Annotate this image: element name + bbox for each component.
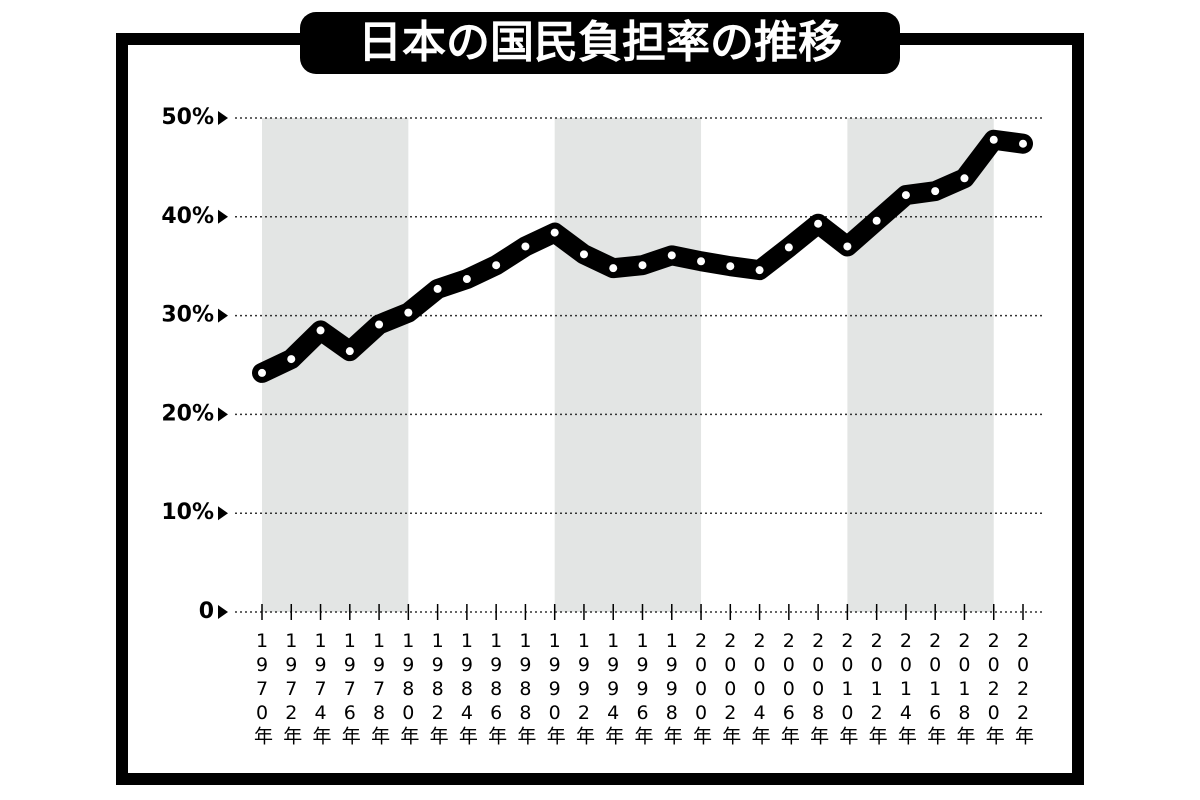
point (784, 243, 793, 252)
point (492, 261, 501, 270)
point (872, 216, 881, 225)
x-tick-label: 1972年 (280, 630, 302, 747)
point (404, 308, 413, 317)
point (550, 228, 559, 237)
point (931, 187, 940, 196)
x-tick-label: 2006年 (778, 630, 800, 747)
chart-title: 日本の国民負担率の推移 (358, 17, 842, 68)
point (726, 262, 735, 271)
y-tick-label: 40% (161, 204, 214, 229)
x-tick-label: 1970年 (251, 630, 273, 747)
y-tick-arrow (218, 111, 228, 125)
x-tick-label: 2022年 (1012, 630, 1034, 747)
point (287, 355, 296, 364)
x-tick-label: 2002年 (719, 630, 741, 747)
point (258, 368, 266, 377)
x-tick-label: 1996年 (632, 630, 654, 747)
x-tick-label: 1988年 (514, 630, 536, 747)
point (638, 261, 647, 270)
x-tick-label: 2014年 (895, 630, 917, 747)
y-tick-label: 50% (161, 105, 214, 130)
x-tick-label: 1982年 (427, 630, 449, 747)
point (697, 257, 706, 266)
point (345, 347, 354, 356)
x-tick-label: 1994年 (602, 630, 624, 747)
x-tick-label: 1986年 (485, 630, 507, 747)
x-tick-label: 2010年 (836, 630, 858, 747)
point (814, 219, 823, 228)
x-tick-label: 2016年 (924, 630, 946, 747)
x-tick-label: 1998年 (661, 630, 683, 747)
point (521, 242, 530, 251)
point (433, 284, 442, 293)
y-tick-label: 20% (161, 401, 214, 426)
x-tick-label: 2012年 (866, 630, 888, 747)
point (667, 251, 676, 260)
point (316, 326, 325, 335)
point (960, 174, 969, 183)
point (901, 191, 910, 200)
title-box (300, 12, 900, 74)
point (462, 275, 471, 284)
x-tick-label: 2018年 (953, 630, 975, 747)
y-tick-arrow (218, 308, 228, 323)
y-tick-label: 30% (161, 303, 214, 328)
point (609, 264, 618, 273)
x-tick-label: 1976年 (339, 630, 361, 747)
band (554, 118, 702, 612)
x-tick-label: 1978年 (368, 630, 390, 747)
point (989, 135, 998, 144)
bands (262, 118, 994, 612)
y-tick-arrow (218, 209, 228, 224)
y-tick-arrow (218, 407, 228, 422)
y-tick-arrow (218, 506, 228, 521)
x-tick-label: 2008年 (807, 630, 829, 747)
y-tick-arrow (218, 605, 228, 619)
x-tick-label: 1984年 (456, 630, 478, 747)
point (579, 250, 588, 259)
point (375, 320, 384, 329)
x-tick-label: 2020年 (983, 630, 1005, 747)
point (843, 242, 852, 251)
x-tick-label: 2004年 (749, 630, 771, 747)
point (755, 266, 764, 275)
y-tick-label: 0 (199, 599, 214, 624)
x-tick-label: 2000年 (690, 630, 712, 747)
y-tick-label: 10% (161, 500, 214, 525)
x-tick-label: 1980年 (397, 630, 419, 747)
x-tick-label: 1990年 (544, 630, 566, 747)
point (1019, 139, 1027, 148)
x-tick-label: 1974年 (310, 630, 332, 747)
x-tick-label: 1992年 (573, 630, 595, 747)
